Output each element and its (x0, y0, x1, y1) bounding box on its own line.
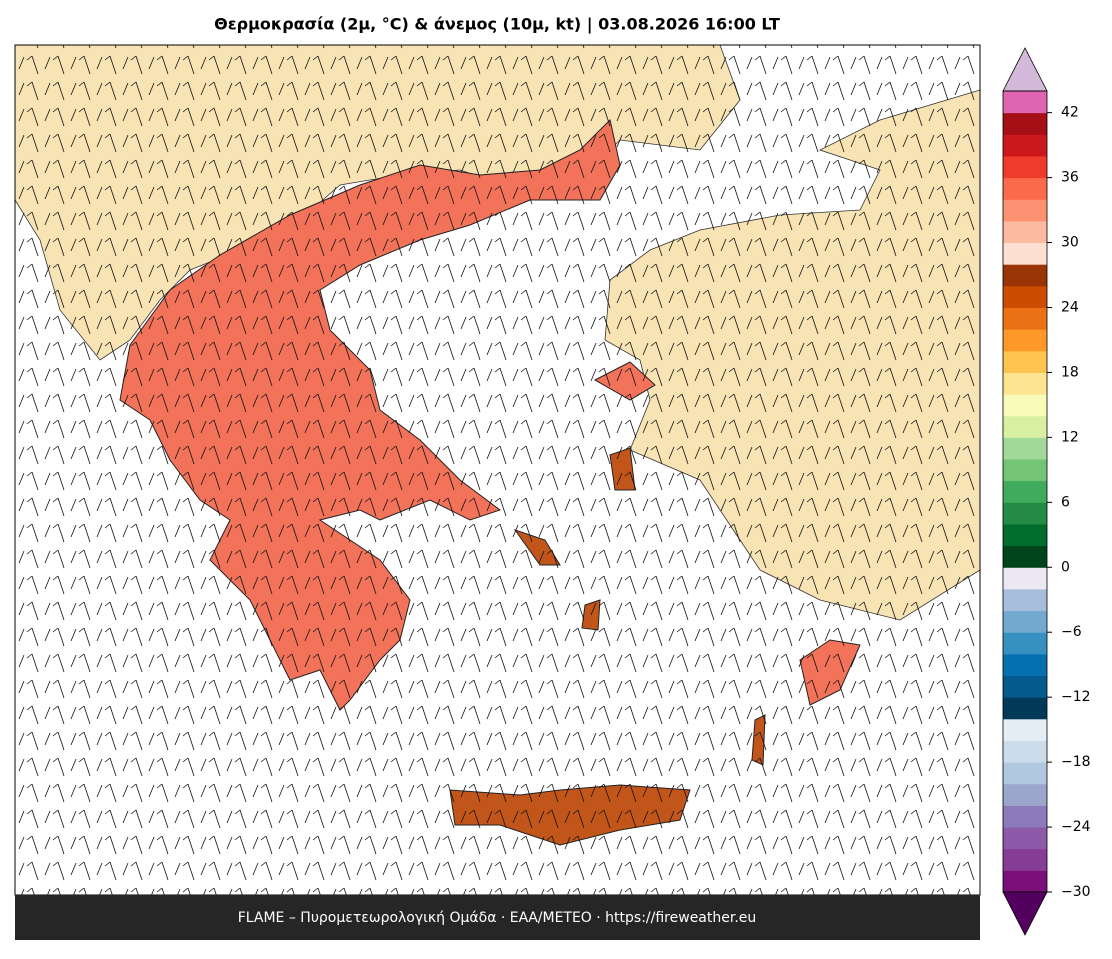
colorbar-bin (1003, 783, 1047, 806)
colorbar-tick-label: 6 (1061, 494, 1070, 510)
map (15, 45, 980, 895)
colorbar-bin (1003, 112, 1047, 135)
colorbar: −30 −24 −18 −12 −6 0 6 12 18 24 30 36 42 (1002, 47, 1091, 936)
footer-band (15, 895, 980, 940)
colorbar-bin (1003, 675, 1047, 698)
footer: FLAME – Πυρομετεωρολογική Ομάδα · ΕΑΑ/ΜΕ… (238, 910, 757, 926)
colorbar-bin (1003, 285, 1047, 308)
colorbar-bin (1003, 848, 1047, 871)
colorbar-bin (1003, 307, 1047, 330)
title: Θερμοκρασία (2μ, °C) & άνεμος (10μ, kt) … (214, 15, 780, 35)
colorbar-bin (1003, 242, 1047, 265)
colorbar-tick-label: 30 (1061, 235, 1079, 251)
colorbar-tick-label: −30 (1061, 884, 1091, 900)
colorbar-bin (1003, 545, 1047, 568)
colorbar-bin (1003, 372, 1047, 395)
colorbar-bin (1003, 329, 1047, 352)
colorbar-tick-label: −24 (1061, 819, 1091, 835)
colorbar-bin (1003, 134, 1047, 157)
colorbar-tick-label: −12 (1061, 689, 1091, 705)
colorbar-bin (1003, 437, 1047, 460)
colorbar-bin (1003, 718, 1047, 741)
colorbar-bin (1003, 480, 1047, 503)
colorbar-bin (1003, 762, 1047, 785)
colorbar-bin (1003, 827, 1047, 850)
colorbar-bin (1003, 199, 1047, 222)
colorbar-bin (1003, 502, 1047, 525)
colorbar-bin (1003, 653, 1047, 677)
wind-barbs (15, 45, 980, 895)
colorbar-bin (1003, 610, 1047, 633)
colorbar-bin (1003, 805, 1047, 828)
colorbar-bin (1003, 567, 1047, 590)
colorbar-bin (1003, 350, 1047, 373)
colorbar-under (1002, 891, 1048, 936)
colorbar-tick-label: 18 (1061, 364, 1079, 380)
colorbar-tick-label: −18 (1061, 754, 1091, 770)
colorbar-bin (1003, 155, 1047, 179)
colorbar-tick-label: 0 (1061, 559, 1070, 575)
colorbar-tick-label: 24 (1061, 299, 1079, 315)
colorbar-tick-label: −6 (1061, 624, 1082, 640)
colorbar-bin (1003, 740, 1047, 763)
colorbar-bin (1003, 220, 1047, 244)
colorbar-bin (1003, 459, 1047, 482)
colorbar-bin (1003, 588, 1047, 612)
colorbar-bin (1003, 394, 1047, 417)
colorbar-frame (1002, 90, 1048, 893)
colorbar-bin (1003, 523, 1047, 547)
colorbar-bin (1003, 415, 1047, 438)
colorbar-bin (1003, 870, 1047, 893)
colorbar-tick-label: 12 (1061, 429, 1079, 445)
colorbar-bin (1003, 264, 1047, 287)
colorbar-tick-label: 42 (1061, 105, 1079, 121)
colorbar-bin (1003, 91, 1047, 114)
colorbar-over (1002, 47, 1048, 92)
colorbar-tick-label: 36 (1061, 170, 1079, 186)
colorbar-bin (1003, 632, 1047, 655)
colorbar-bin (1003, 697, 1047, 720)
colorbar-bin (1003, 177, 1047, 200)
